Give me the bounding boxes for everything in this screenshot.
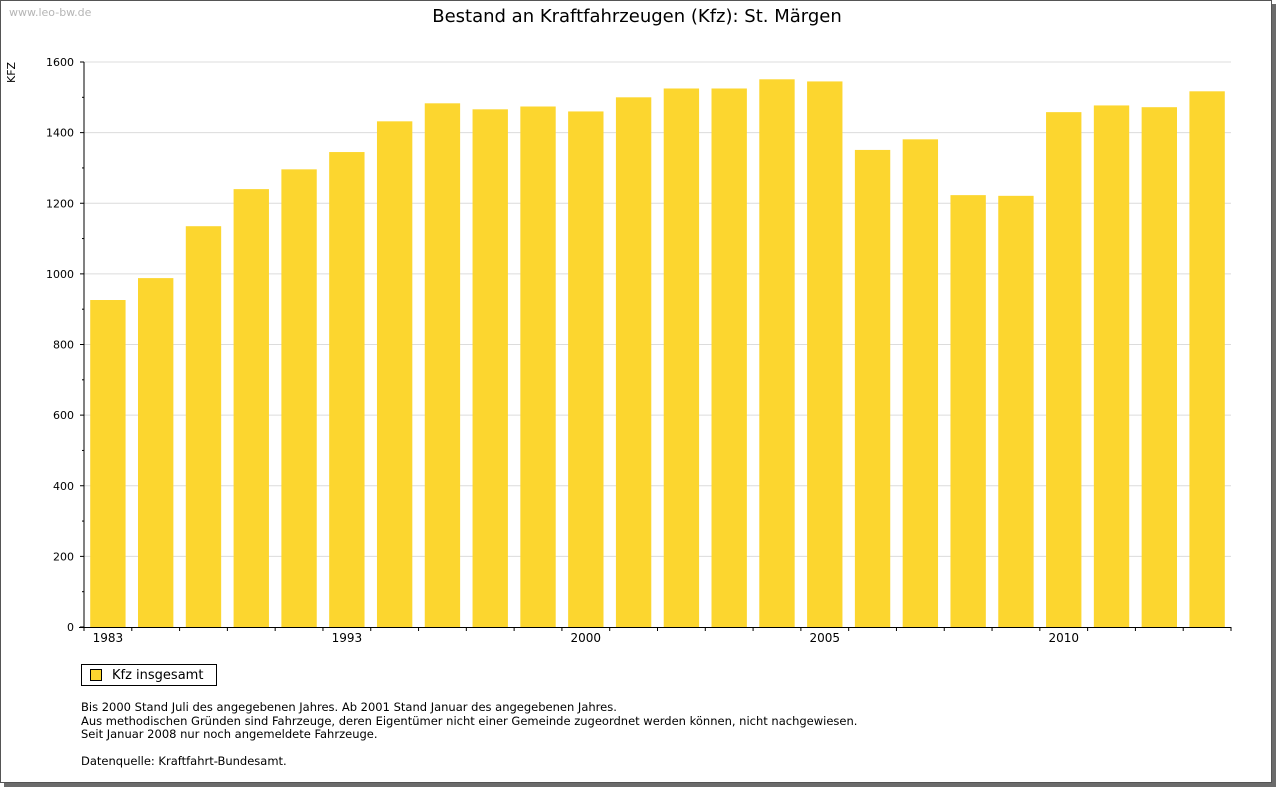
bar	[950, 195, 986, 628]
x-tick-label: 1993	[332, 631, 363, 645]
y-tick-label: 1400	[46, 127, 74, 140]
y-tick-label: 0	[67, 621, 74, 634]
bar	[711, 88, 747, 627]
bar	[1141, 107, 1177, 627]
bar	[90, 300, 126, 627]
chart-title: Bestand an Kraftfahrzeugen (Kfz): St. Mä…	[432, 6, 842, 27]
bar	[520, 106, 556, 627]
bar	[663, 88, 700, 627]
footnote-line: Bis 2000 Stand Juli des angegebenen Jahr…	[81, 700, 617, 714]
bar	[138, 278, 174, 627]
bar	[854, 149, 891, 627]
legend: Kfz insgesamt	[81, 664, 217, 686]
bar	[807, 81, 843, 627]
x-tick-label: 2000	[571, 631, 602, 645]
watermark-text: www.leo-bw.de	[9, 6, 92, 19]
bar-chart: 0 200 400 600 800 1000 1200 1400 1600 1983 1993 200…	[46, 56, 1232, 645]
bar	[281, 169, 317, 627]
bar	[233, 189, 269, 627]
y-tick-label: 1000	[46, 268, 74, 281]
bar	[329, 152, 365, 627]
footnote-line: Aus methodischen Gründen sind Fahrzeuge,…	[81, 713, 858, 728]
y-tick-label: 400	[53, 480, 74, 493]
bar	[568, 111, 604, 627]
bar	[1046, 112, 1082, 628]
legend-swatch	[90, 669, 102, 681]
bar	[376, 121, 413, 627]
x-tick-label: 2005	[809, 631, 840, 645]
y-tick-label: 800	[53, 339, 74, 352]
bar	[902, 139, 939, 627]
bar	[998, 195, 1034, 627]
y-tick-label: 600	[53, 409, 74, 422]
footnotes: Bis 2000 Stand Juli des angegebenen Jahr…	[81, 700, 858, 742]
bar	[424, 103, 461, 628]
x-tick-label: 1983	[93, 631, 124, 645]
bar	[759, 79, 795, 628]
x-tick-label: 2010	[1048, 631, 1079, 645]
y-tick-label: 200	[53, 550, 74, 563]
bar	[615, 97, 652, 627]
legend-label: Kfz insgesamt	[112, 667, 204, 683]
bar	[1093, 105, 1130, 627]
y-tick-label: 1200	[46, 197, 74, 210]
data-source: Datenquelle: Kraftfahrt-Bundesamt.	[81, 754, 287, 768]
y-tick-label: 1600	[46, 56, 74, 69]
bar	[1189, 91, 1225, 627]
bar	[185, 226, 222, 627]
bar	[472, 109, 508, 628]
footnote-line: Seit Januar 2008 nur noch angemeldete Fa…	[81, 727, 378, 741]
